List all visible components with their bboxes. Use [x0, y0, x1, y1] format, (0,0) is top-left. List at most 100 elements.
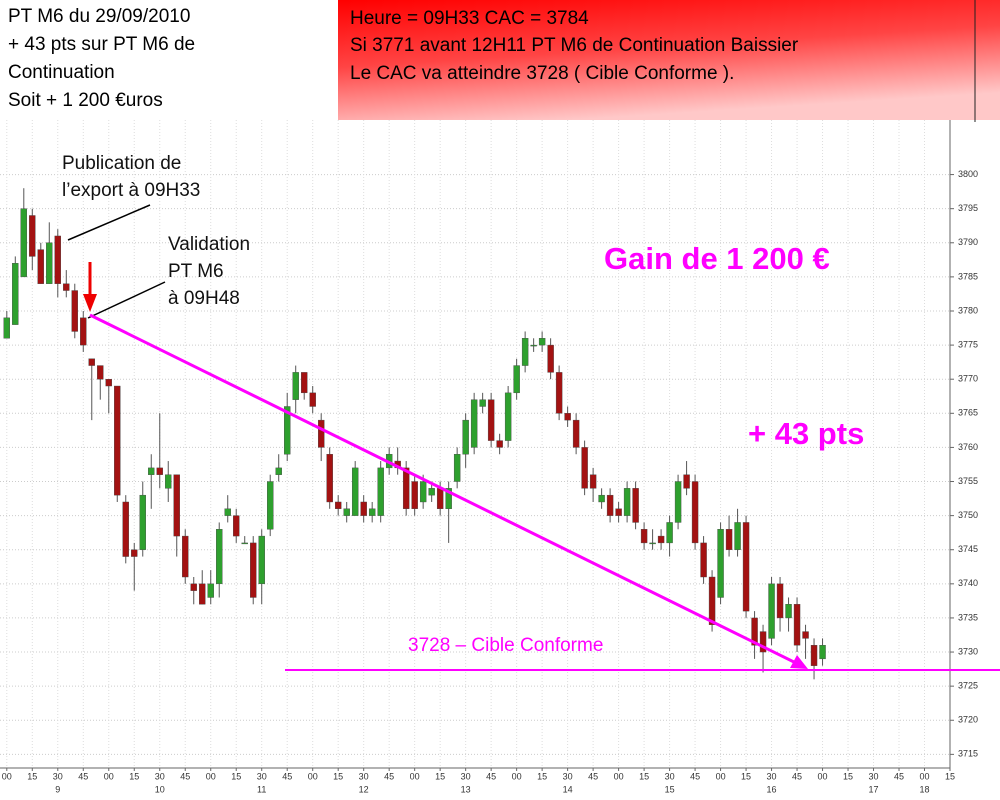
candle-body	[453, 454, 461, 482]
header-right: Heure = 09H33 CAC = 3784	[350, 8, 589, 29]
x-tick-label: 00	[716, 771, 726, 781]
candle-body	[351, 467, 359, 516]
x-tick-label: 30	[563, 771, 573, 781]
candle-body	[615, 508, 622, 516]
candle-body	[589, 474, 597, 489]
x-tick-label: 30	[53, 771, 63, 781]
leader-line	[67, 204, 151, 241]
header-left: PT M6 du 29/09/2010	[8, 6, 190, 27]
x-tick-label: 45	[792, 771, 802, 781]
x-hour-label: 15	[665, 784, 675, 794]
candle-body	[606, 494, 614, 516]
candle-body	[700, 542, 707, 578]
candle-body	[80, 317, 87, 346]
candle-body	[63, 283, 70, 291]
candle-body	[224, 508, 231, 516]
header-left: + 43 pts sur PT M6 de	[8, 34, 195, 55]
candle-body	[267, 481, 274, 530]
x-hour-label: 17	[869, 784, 879, 794]
candle-body	[674, 481, 682, 523]
candle-body	[360, 501, 367, 516]
x-hour-label: 12	[359, 784, 369, 794]
x-tick-label: 15	[129, 771, 139, 781]
x-hour-label: 10	[155, 784, 165, 794]
y-tick-label: 3740	[958, 578, 978, 588]
candle-body	[97, 365, 104, 380]
candle-body	[785, 604, 792, 619]
candle-body	[581, 447, 588, 489]
candle-body	[275, 467, 282, 475]
candle-body	[657, 535, 665, 544]
candle-body	[555, 372, 563, 414]
y-tick-label: 3795	[958, 203, 978, 213]
candle-body	[258, 535, 265, 585]
x-tick-label: 15	[639, 771, 649, 781]
candle-body	[640, 529, 648, 544]
x-tick-label: 30	[257, 771, 267, 781]
candle-body	[759, 631, 767, 653]
x-hour-label: 13	[461, 784, 471, 794]
candle-body	[402, 467, 410, 510]
candle-body	[317, 419, 325, 448]
header-box	[338, 0, 1000, 120]
x-tick-label: 15	[843, 771, 853, 781]
candle-body	[725, 529, 733, 550]
x-tick-label: 00	[206, 771, 216, 781]
candle-body	[496, 440, 503, 448]
candle-body	[649, 542, 656, 545]
x-hour-label: 18	[920, 784, 930, 794]
x-tick-label: 45	[180, 771, 190, 781]
candle-body	[368, 508, 376, 516]
candle-body	[207, 583, 214, 598]
y-tick-label: 3770	[958, 374, 978, 384]
x-tick-label: 30	[155, 771, 165, 781]
candle-body	[292, 372, 299, 400]
candle-body	[734, 522, 741, 550]
x-tick-label: 45	[690, 771, 700, 781]
annotation: PT M6	[168, 261, 224, 282]
candle-body	[105, 379, 112, 387]
candle-body	[241, 542, 248, 545]
x-tick-label: 15	[945, 771, 955, 781]
candle-body	[216, 529, 223, 585]
x-tick-label: 00	[818, 771, 828, 781]
x-tick-label: 00	[614, 771, 624, 781]
x-tick-label: 00	[2, 771, 12, 781]
x-tick-label: 00	[920, 771, 930, 781]
x-hour-label: 16	[767, 784, 777, 794]
candle-body	[683, 474, 690, 489]
y-tick-label: 3800	[958, 169, 978, 179]
candle-body	[487, 399, 495, 441]
candle-body	[504, 392, 512, 441]
x-tick-label: 15	[537, 771, 547, 781]
header-right: Si 3771 avant 12H11 PT M6 de Continuatio…	[350, 35, 799, 56]
x-tick-label: 30	[359, 771, 369, 781]
candle-body	[411, 481, 418, 509]
candle-body	[29, 215, 36, 257]
candle-body	[250, 542, 257, 598]
candle-body	[708, 576, 716, 625]
candle-body	[623, 488, 631, 516]
x-tick-label: 15	[231, 771, 241, 781]
candle-body	[742, 522, 750, 612]
candle-body	[182, 535, 189, 578]
y-tick-label: 3785	[958, 271, 978, 281]
plot: 3715 3720 3725 3730 3735 3740 3745 3750 3755 3760…	[0, 120, 978, 794]
leader-line	[87, 281, 166, 319]
candle-body	[564, 413, 571, 421]
y-tick-label: 3765	[958, 408, 978, 418]
candle-body	[284, 406, 291, 455]
y-tick-label: 3715	[958, 749, 978, 759]
x-tick-label: 00	[104, 771, 114, 781]
x-tick-label: 15	[435, 771, 445, 781]
x-hour-label: 11	[257, 784, 266, 794]
candle-body	[199, 583, 206, 605]
candle-body	[479, 399, 486, 407]
y-tick-label: 3735	[958, 612, 978, 622]
candle-body	[377, 467, 384, 516]
x-tick-label: 45	[486, 771, 496, 781]
candle-body	[776, 583, 784, 619]
x-tick-label: 00	[512, 771, 522, 781]
